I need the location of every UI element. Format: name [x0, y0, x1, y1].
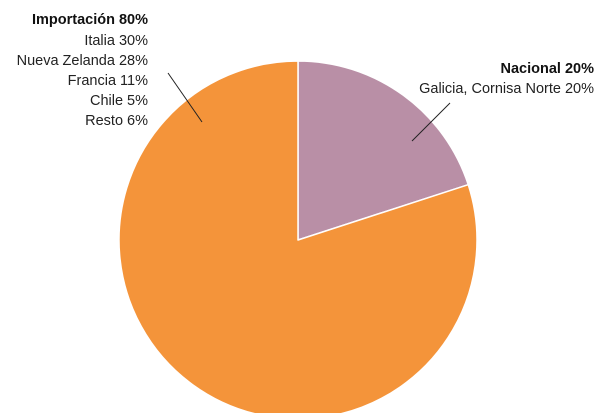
label-importacion-detail: Italia 30%: [84, 33, 148, 49]
pie-slice-importacion: [118, 60, 478, 413]
pie-slice-nacional: [297, 60, 469, 241]
label-nacional-detail: Galicia, Cornisa Norte 20%: [419, 81, 594, 97]
pie-slices: [118, 60, 478, 413]
leader-line-nacional: [411, 102, 451, 142]
label-group-nacional: Nacional 20% Galicia, Cornisa Norte 20%: [419, 61, 594, 97]
leader-lines: [167, 72, 451, 142]
label-nacional-heading: Nacional 20%: [501, 61, 595, 77]
label-importacion-detail: Francia 11%: [68, 73, 148, 89]
label-importacion-detail: Chile 5%: [90, 93, 148, 109]
label-importacion-detail: Resto 6%: [85, 113, 148, 129]
leader-line-importacion: [167, 72, 203, 123]
label-importacion-detail: Nueva Zelanda 28%: [17, 53, 148, 69]
label-group-importacion: Importación 80% Italia 30% Nueva Zelanda…: [17, 12, 149, 129]
label-importacion-heading: Importación 80%: [32, 12, 148, 28]
